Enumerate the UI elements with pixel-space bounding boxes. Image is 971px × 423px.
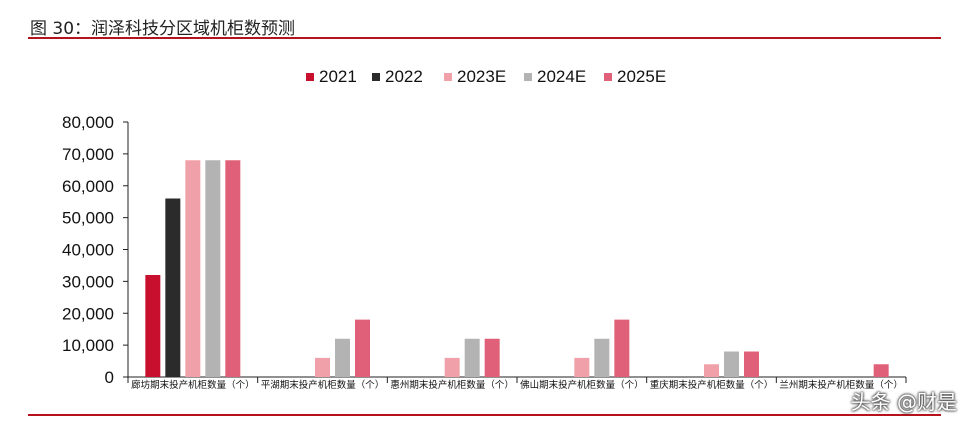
bar-2023e-3	[574, 357, 590, 377]
y-tick-label: 20,000	[62, 304, 114, 323]
bar-2024e-4	[724, 351, 739, 377]
y-tick-label: 10,000	[62, 336, 114, 355]
bar-2024e-3	[594, 338, 610, 377]
x-tick-label: 平湖期末投产机柜数量（个）	[261, 379, 385, 391]
bar-2024e-2	[464, 338, 480, 377]
bar-2022-0	[165, 198, 181, 377]
bar-2025e-2	[484, 338, 500, 377]
bar-2025e-4	[744, 351, 759, 377]
legend-label: 2024E	[537, 67, 586, 86]
y-tick-label: 80,000	[62, 113, 114, 132]
legend-label: 2021	[319, 67, 357, 86]
legend-swatch-2023e	[444, 73, 452, 81]
legend-swatch-2025e	[604, 73, 612, 81]
y-tick-label: 60,000	[62, 177, 114, 196]
watermark: 头条 @财是	[850, 390, 957, 414]
bar-2025e-0	[225, 160, 241, 377]
bar-2024e-1	[335, 338, 350, 377]
bar-2023e-4	[704, 364, 719, 377]
legend-label: 2022	[385, 67, 423, 86]
x-tick-label: 廊坊期末投产机柜数量（个）	[131, 379, 255, 391]
bar-2023e-2	[444, 357, 460, 377]
figure-title: 图 30：润泽科技分区域机柜数预测	[30, 19, 296, 39]
x-tick-label: 兰州期末投产机柜数量（个）	[779, 379, 903, 391]
x-tick-label: 重庆期末投产机柜数量（个）	[650, 379, 774, 391]
y-tick-label: 0	[105, 368, 114, 387]
legend-swatch-2022	[372, 73, 380, 81]
x-tick-label: 惠州期末投产机柜数量（个）	[390, 379, 514, 391]
bar-2023e-0	[185, 160, 201, 377]
legend-label: 2025E	[617, 67, 666, 86]
bar-2021-0	[145, 275, 161, 377]
legend-swatch-2024e	[524, 73, 532, 81]
y-tick-label: 70,000	[62, 145, 114, 164]
legend-swatch-2021	[306, 73, 314, 81]
top-rule	[28, 37, 941, 39]
bar-2023e-1	[315, 357, 330, 377]
bar-2025e-3	[614, 319, 630, 377]
bar-2024e-0	[205, 160, 221, 377]
x-tick-label: 佛山期末投产机柜数量（个）	[520, 379, 644, 391]
y-tick-label: 50,000	[62, 209, 114, 228]
legend-label: 2023E	[457, 67, 506, 86]
bar-2025e-5	[873, 364, 889, 377]
bottom-rule	[28, 414, 941, 416]
bar-2025e-1	[355, 319, 370, 377]
y-tick-label: 40,000	[62, 241, 114, 260]
y-tick-label: 30,000	[62, 272, 114, 291]
